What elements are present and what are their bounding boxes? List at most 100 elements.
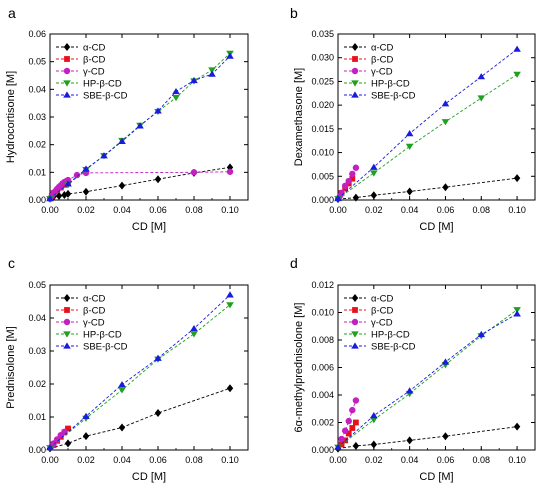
panel-label: d [290,255,298,271]
y-tick-label: 0.02 [28,140,46,150]
series-SBE-β-CD [334,310,521,450]
x-tick-label: 0.02 [365,455,383,465]
data-point [172,95,180,102]
y-tick-label: 0.008 [311,335,334,345]
x-tick-label: 0.08 [185,455,203,465]
legend-entry: SBE-β-CD [83,91,128,102]
legend-entry: SBE-β-CD [371,342,416,353]
data-point [341,182,349,189]
data-point [334,194,342,202]
legend-marker [352,56,358,62]
data-point [353,419,359,426]
data-point [349,406,356,414]
legend-entry: HP-β-CD [83,79,122,90]
y-tick-label: 0.005 [311,171,334,181]
x-tick-label: 0.04 [401,205,419,215]
data-point [345,177,352,185]
data-point [55,191,63,200]
legend-entry: SBE-β-CD [83,342,128,353]
y-tick-label: 0.05 [28,57,46,67]
legend-entry: HP-β-CD [83,330,122,341]
legend-entry: γ-CD [371,67,393,78]
series-SBE-β-CD [334,45,521,202]
y-tick-label: 0.03 [28,346,46,356]
chart-panel-d: d 0.00 0.02 0.04 0.06 0.08 0.10 0.000 0.002 0.004… [290,255,536,483]
data-point [370,191,378,200]
data-point [226,291,234,298]
legend-marker [351,43,359,51]
data-point [441,119,450,126]
legend-marker [63,318,71,326]
y-tick-label: 0.04 [28,313,46,323]
y-tick-label: 0.002 [311,418,334,428]
data-point [513,45,521,52]
x-tick-label: 0.00 [41,455,59,465]
y-tick-label: 0.010 [311,308,334,318]
y-tick-label: 0.010 [311,148,334,158]
x-tick-label: 0.06 [149,205,167,215]
data-point [226,384,234,393]
legend-marker [351,318,359,326]
data-point [349,175,356,182]
legend-entry: β-CD [371,306,393,317]
x-tick-label: 0.00 [329,455,347,465]
y-tick-label: 0.015 [311,124,334,134]
data-point [477,95,486,102]
x-tick-label: 0.04 [401,455,419,465]
legend-marker [63,294,71,302]
data-point [118,423,126,432]
series-α-CD [46,163,234,203]
legend-entry: γ-CD [371,318,393,329]
data-point [46,444,54,451]
legend-marker [63,67,71,75]
data-point [190,331,198,338]
y-tick-label: 0.04 [28,84,46,94]
y-axis-label: Prednisolone [M] [5,326,17,409]
y-axis-label: Hydrocortisone [M] [5,71,17,163]
data-point [46,195,54,202]
data-point [477,73,486,80]
legend-marker [351,67,359,75]
data-point [513,174,521,183]
data-point [226,163,234,172]
data-point [82,432,90,441]
x-tick-label: 0.00 [329,205,347,215]
data-point [370,163,378,170]
data-point [352,193,360,202]
legend-entry: α-CD [371,294,394,305]
series-line [49,294,231,449]
x-tick-label: 0.06 [149,455,167,465]
x-tick-label: 0.08 [185,205,203,215]
legend-entry: α-CD [83,43,106,54]
data-point [190,76,198,84]
x-axis-label: CD [M] [419,221,453,233]
series-α-CD [334,174,521,204]
y-tick-label: 0.025 [311,76,334,86]
data-point [338,189,345,197]
data-point [442,183,449,192]
data-point [349,425,356,431]
data-point [370,440,378,449]
data-point [406,436,413,445]
data-point [370,417,378,424]
y-tick-label: 0.00 [28,445,46,455]
y-tick-label: 0.01 [28,412,46,422]
data-point [513,310,521,317]
y-tick-label: 0.03 [28,112,46,122]
data-point [338,435,345,443]
chart-panel-a: a 0.00 0.02 0.04 0.06 0.08 0.10 0.00 0.01 0.02 0.0… [5,5,249,233]
legend-entry: β-CD [371,55,393,66]
x-axis-label: CD [M] [132,471,166,483]
x-tick-label: 0.10 [508,455,526,465]
x-tick-label: 0.00 [41,205,59,215]
data-point [338,441,345,448]
data-point [190,324,198,332]
data-point [352,441,360,450]
x-tick-label: 0.06 [437,205,455,215]
data-point [190,169,198,176]
data-point [370,170,378,177]
x-tick-label: 0.02 [365,205,383,215]
data-point [352,164,360,171]
panel-label: b [290,5,298,21]
